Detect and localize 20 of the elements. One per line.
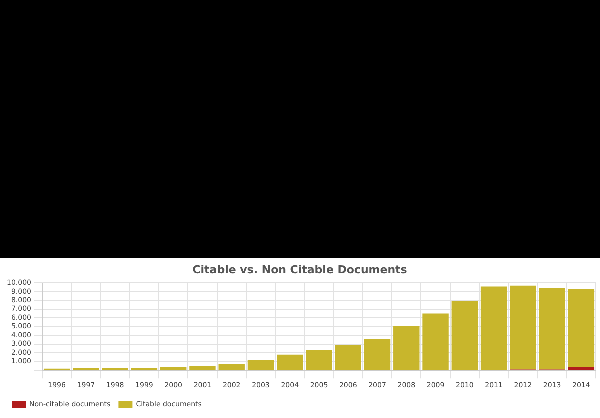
bar (394, 326, 420, 370)
bar (364, 339, 391, 370)
bar (102, 368, 128, 370)
bar (218, 364, 245, 370)
bar (510, 286, 536, 370)
bar (480, 286, 508, 370)
bar (452, 302, 478, 370)
bar (539, 288, 566, 370)
bar (335, 345, 362, 370)
bar (568, 289, 595, 368)
bar (73, 368, 100, 370)
bar (190, 366, 216, 370)
bar (277, 354, 304, 370)
bar (422, 314, 449, 370)
bar (248, 360, 274, 370)
chart-title: Citable vs. Non Citable Documents (192, 263, 408, 276)
bar (306, 350, 332, 370)
bar (131, 368, 158, 370)
bar (160, 367, 187, 370)
bar (568, 367, 595, 370)
